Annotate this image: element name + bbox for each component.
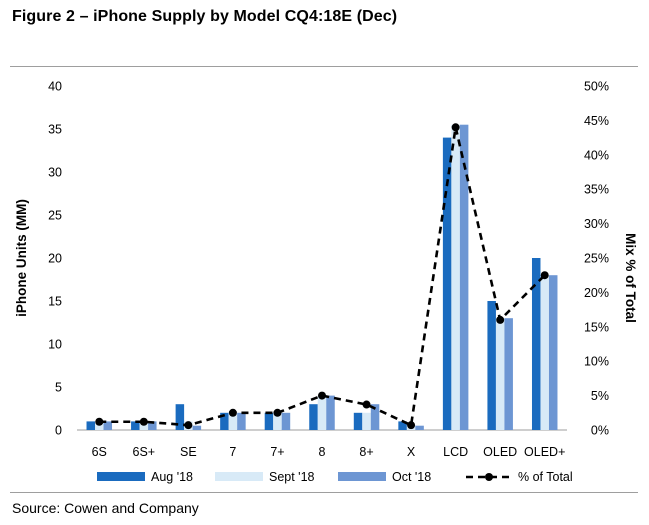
y-right-tick-label: 35% (584, 183, 609, 197)
percent-point-8 (318, 391, 326, 400)
bar-8-sept (317, 395, 327, 430)
bar-OLED+-aug (531, 258, 541, 430)
bar-6S+-aug (131, 421, 140, 430)
bar-8+-aug (353, 412, 363, 430)
bar-OLED-aug (487, 301, 496, 430)
bar-7-sept (228, 412, 238, 430)
y-left-tick-label: 20 (48, 252, 62, 266)
y-right-tick-label: 15% (584, 320, 609, 334)
bar-8+-sept (362, 412, 371, 430)
x-tick-label: 7 (229, 445, 236, 459)
legend-swatch-aug (97, 472, 145, 481)
bar-LCD-sept (451, 124, 460, 430)
bar-6S-aug (86, 421, 96, 430)
bar-SE-oct (192, 425, 202, 430)
bar-8-oct (326, 395, 335, 430)
bar-X-oct (415, 425, 424, 430)
legend-label-oct: Oct '18 (392, 470, 431, 484)
y-right-tick-label: 25% (584, 252, 609, 266)
legend-label-aug: Aug '18 (151, 470, 193, 484)
bar-7-oct (237, 412, 246, 430)
x-tick-label: 6S (92, 445, 107, 459)
legend: Aug '18 Sept '18 Oct '18 % of Total (97, 470, 573, 484)
x-tick-label: 7+ (270, 445, 284, 459)
legend-swatch-sept (215, 472, 263, 481)
percent-point-OLED+ (540, 271, 549, 280)
x-tick-label: 6S+ (133, 445, 156, 459)
y-left-tick-label: 25 (48, 209, 62, 223)
bar-7-aug (220, 412, 229, 430)
y-left-tick-label: 15 (48, 295, 62, 309)
x-tick-label: 8+ (359, 445, 373, 459)
bottom-divider (10, 492, 638, 493)
y-axis-left-label: iPhone Units (MM) (14, 199, 29, 317)
percent-point-OLED (496, 315, 505, 324)
y-right-tick-label: 40% (584, 148, 609, 162)
bar-series (86, 124, 558, 430)
y-axis-right-ticks: 0% 5% 10% 15% 20% 25% 30% 35% 40% 45% 50% (584, 80, 609, 438)
x-tick-label: SE (180, 445, 197, 459)
bar-6S-oct (103, 421, 113, 430)
y-right-tick-label: 30% (584, 217, 609, 231)
percent-point-8+ (362, 400, 371, 409)
y-left-tick-label: 10 (48, 338, 62, 352)
page-title: Figure 2 – iPhone Supply by Model CQ4:18… (12, 8, 398, 25)
percent-line-series (95, 123, 549, 430)
y-right-tick-label: 45% (584, 114, 609, 128)
y-right-tick-label: 20% (584, 286, 609, 300)
percent-point-6S (95, 417, 104, 426)
bar-LCD-oct (459, 124, 469, 430)
y-right-tick-label: 0% (591, 424, 609, 438)
y-left-tick-label: 5 (55, 381, 62, 395)
bar-8-aug (309, 404, 318, 430)
y-left-tick-label: 40 (48, 80, 62, 94)
percent-point-7 (228, 408, 237, 417)
percent-point-7+ (273, 408, 282, 417)
percent-line (99, 126, 546, 428)
y-right-tick-label: 10% (584, 355, 609, 369)
x-tick-label: LCD (443, 445, 468, 459)
bar-6S+-oct (148, 421, 157, 430)
bar-OLED-oct (504, 318, 513, 430)
bar-X-aug (398, 421, 407, 430)
bar-OLED-sept (495, 318, 505, 430)
x-tick-label: X (407, 445, 416, 459)
bar-OLED+-sept (540, 275, 549, 430)
legend-swatch-oct (338, 472, 386, 481)
legend-marker-line (485, 473, 493, 481)
bar-OLED+-oct (548, 275, 558, 430)
top-divider (10, 66, 638, 67)
percent-point-SE (184, 421, 193, 430)
y-left-tick-label: 30 (48, 166, 62, 180)
y-left-tick-label: 35 (48, 123, 62, 137)
y-right-tick-label: 5% (591, 389, 609, 403)
percent-point-6S+ (139, 417, 148, 426)
y-left-tick-label: 0 (55, 424, 62, 438)
y-axis-right-label: Mix % of Total (623, 233, 638, 323)
legend-label-sept: Sept '18 (269, 470, 315, 484)
legend-label-line: % of Total (518, 470, 573, 484)
bar-LCD-aug (442, 137, 452, 430)
x-tick-label: 8 (319, 445, 326, 459)
source-note: Source: Cowen and Company (12, 500, 199, 516)
bar-7+-aug (264, 412, 274, 430)
bar-8+-oct (370, 404, 380, 430)
percent-point-X (407, 421, 416, 430)
bar-7+-oct (281, 412, 291, 430)
percent-point-LCD (451, 123, 460, 132)
x-tick-label: OLED (483, 445, 517, 459)
bar-SE-aug (175, 404, 185, 430)
x-axis-tick-labels: 6S 6S+ SE 7 7+ 8 8+ X LCD OLED OLED+ (92, 445, 566, 459)
y-right-tick-label: 50% (584, 80, 609, 94)
y-axis-left-ticks: 0 5 10 15 20 25 30 35 40 (48, 80, 62, 438)
bar-7+-sept (273, 412, 282, 430)
x-tick-label: OLED+ (524, 445, 565, 459)
